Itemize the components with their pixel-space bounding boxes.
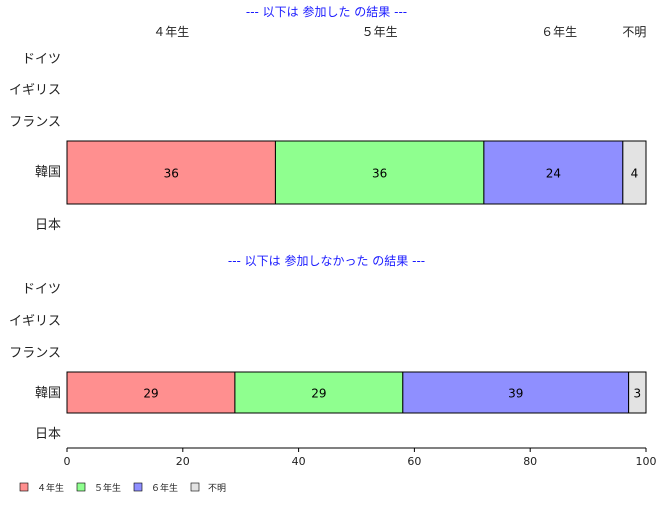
category-label: フランス	[9, 115, 61, 130]
bar-segment	[402, 371, 630, 414]
category-label: フランス	[9, 346, 61, 361]
category-label: イギリス	[9, 83, 61, 98]
data-label: 4	[631, 167, 639, 181]
bar-segment	[622, 140, 647, 205]
legend-swatch	[19, 482, 29, 492]
bar-segment	[483, 140, 624, 205]
x-tick-label: 0	[64, 455, 71, 468]
column-label: ５年生	[362, 25, 398, 39]
legend-swatch	[76, 482, 86, 492]
data-label: 39	[508, 387, 523, 401]
category-label: イギリス	[9, 314, 61, 329]
legend-label: 不明	[208, 483, 226, 494]
bar-segment	[628, 371, 647, 414]
category-label: ドイツ	[22, 282, 61, 297]
category-label: 日本	[35, 427, 61, 442]
column-label: ６年生	[541, 25, 577, 39]
bar-segment	[66, 140, 276, 205]
category-label: 韓国	[35, 386, 61, 401]
data-label: 29	[311, 387, 326, 401]
data-label: 29	[143, 387, 158, 401]
column-label: 不明	[622, 25, 646, 39]
category-label: ドイツ	[22, 52, 61, 67]
panel-title: --- 以下は 参加した の結果 ---	[246, 4, 407, 19]
x-tick-label: 20	[176, 455, 190, 468]
legend-label: ５年生	[94, 482, 121, 494]
x-tick-label: 80	[523, 455, 537, 468]
category-label: 日本	[35, 218, 61, 233]
legend-label: ６年生	[151, 482, 178, 494]
x-tick-label: 100	[636, 455, 657, 468]
bar-segment	[66, 371, 236, 414]
data-label: 36	[164, 167, 179, 181]
bar-segment	[234, 371, 404, 414]
legend-swatch	[190, 482, 200, 492]
data-label: 24	[546, 167, 561, 181]
panel-title: --- 以下は 参加しなかった の結果 ---	[228, 253, 425, 268]
x-tick-label: 40	[292, 455, 306, 468]
data-label: 36	[372, 167, 387, 181]
legend-label: ４年生	[37, 482, 64, 494]
data-label: 3	[633, 387, 641, 401]
legend-swatch	[133, 482, 143, 492]
column-label: ４年生	[153, 25, 189, 39]
category-label: 韓国	[35, 165, 61, 180]
bar-segment	[274, 140, 485, 205]
x-tick-label: 60	[407, 455, 421, 468]
